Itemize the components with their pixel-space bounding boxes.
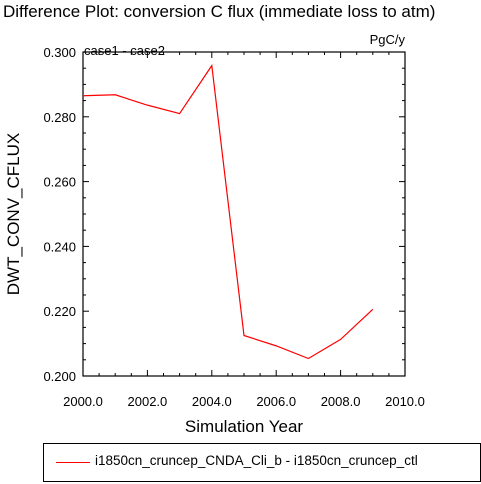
y-tick-label: 0.260 <box>43 175 76 190</box>
chart-title: Difference Plot: conversion C flux (imme… <box>3 2 435 21</box>
x-tick-label: 2000.0 <box>63 394 103 409</box>
plot-frame <box>82 51 406 377</box>
y-tick-label: 0.300 <box>43 45 76 60</box>
y-tick-label: 0.240 <box>43 239 76 254</box>
chart-units: PgC/y <box>370 32 406 47</box>
y-tick-label: 0.280 <box>43 110 76 125</box>
x-tick-labels: 2000.0 2002.0 2004.0 2006.0 2008.0 2010.0 <box>63 394 425 409</box>
chart-subtitle-left: case1 - case2 <box>84 43 165 58</box>
x-tick-label: 2006.0 <box>256 394 296 409</box>
x-tick-label: 2004.0 <box>192 394 232 409</box>
x-tick-label: 2008.0 <box>321 394 361 409</box>
legend-swatch-line <box>56 462 90 463</box>
x-tick-label: 2002.0 <box>128 394 168 409</box>
y-tick-label: 0.200 <box>43 369 76 384</box>
x-tick-label: 2010.0 <box>385 394 425 409</box>
axis-ticks <box>82 51 406 377</box>
y-tick-labels: 0.200 0.220 0.240 0.260 0.280 0.300 <box>43 45 76 384</box>
x-axis-label: Simulation Year <box>185 417 303 436</box>
y-tick-label: 0.220 <box>43 304 76 319</box>
legend-entry-label: i1850cn_cruncep_CNDA_Cli_b - i1850cn_cru… <box>95 453 418 468</box>
legend: i1850cn_cruncep_CNDA_Cli_b - i1850cn_cru… <box>43 443 481 482</box>
series-lines <box>82 63 374 360</box>
series-line <box>82 63 374 360</box>
y-axis-label: DWT_CONV_CFLUX <box>4 133 23 295</box>
